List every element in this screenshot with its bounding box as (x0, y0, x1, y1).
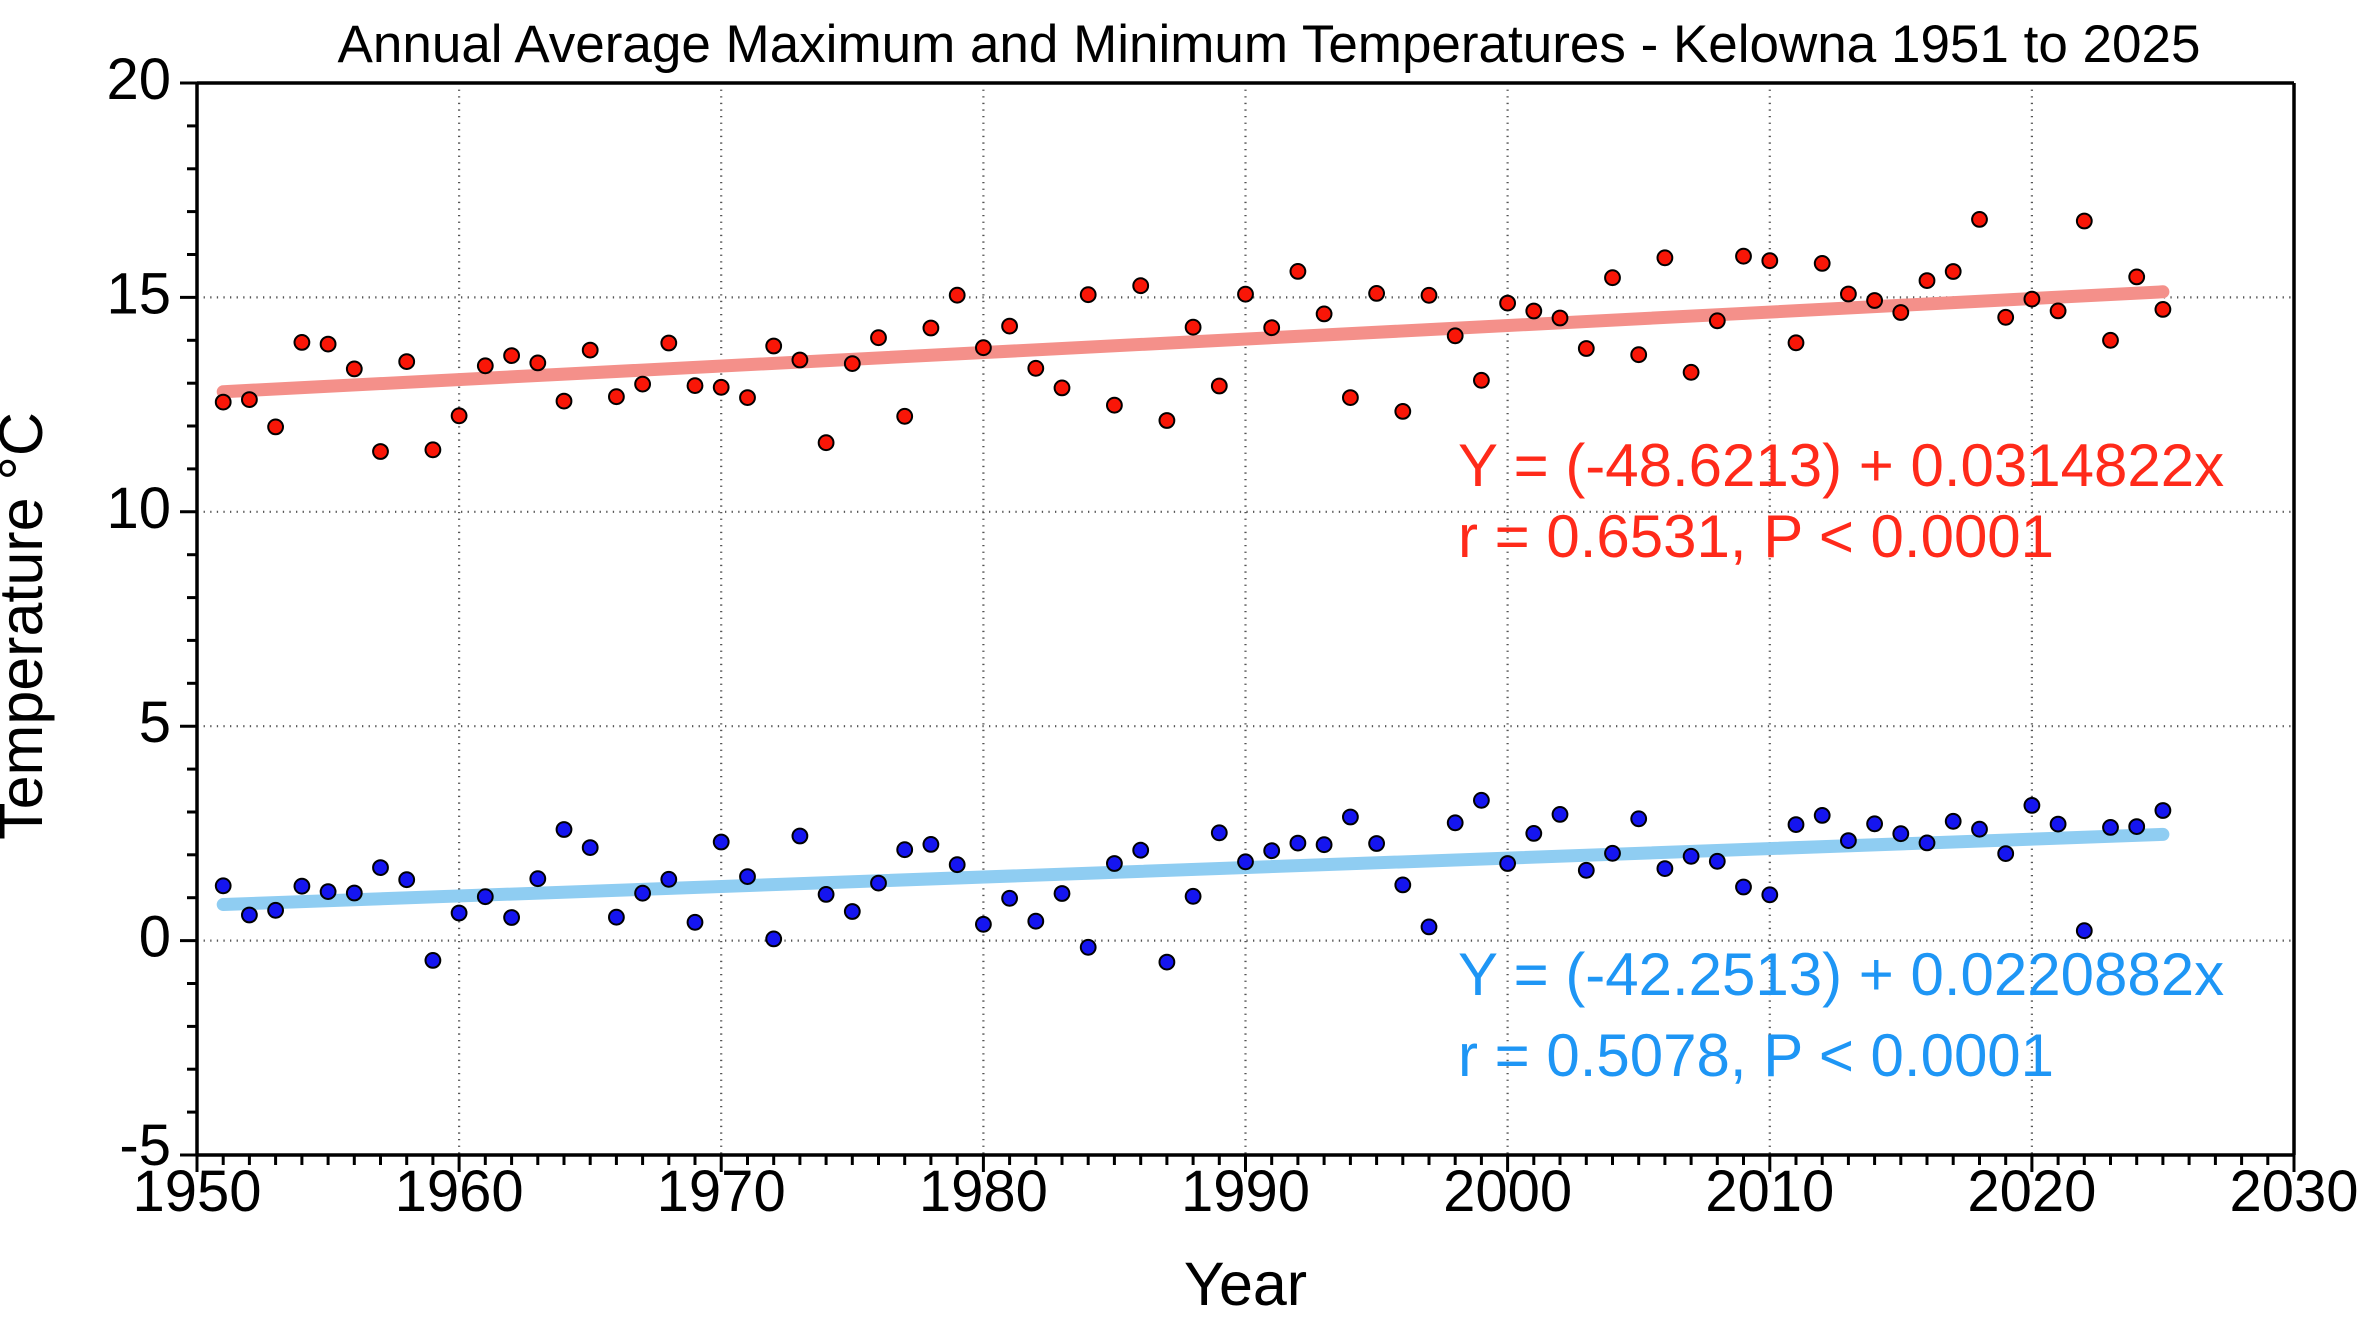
svg-text:2030: 2030 (2229, 1159, 2358, 1224)
svg-text:2000: 2000 (1443, 1159, 1572, 1224)
svg-text:Temperature °C: Temperature °C (0, 412, 55, 840)
svg-text:Annual Average Maximum and Min: Annual Average Maximum and Minimum Tempe… (338, 15, 2201, 74)
svg-text:20: 20 (106, 47, 171, 112)
svg-text:1980: 1980 (919, 1159, 1048, 1224)
svg-text:10: 10 (106, 476, 171, 541)
svg-text:5: 5 (139, 690, 171, 755)
svg-text:Y = (-42.2513) + 0.0220882x: Y = (-42.2513) + 0.0220882x (1458, 941, 2224, 1008)
svg-text:0: 0 (139, 905, 171, 970)
svg-text:15: 15 (106, 261, 171, 326)
svg-text:2020: 2020 (1967, 1159, 2096, 1224)
svg-text:r = 0.6531, P < 0.0001: r = 0.6531, P < 0.0001 (1458, 503, 2054, 570)
svg-text:r = 0.5078, P < 0.0001: r = 0.5078, P < 0.0001 (1458, 1022, 2054, 1089)
svg-text:2010: 2010 (1705, 1159, 1834, 1224)
svg-text:1950: 1950 (132, 1159, 261, 1224)
svg-text:1990: 1990 (1181, 1159, 1310, 1224)
svg-text:Year: Year (1184, 1250, 1307, 1318)
svg-text:1970: 1970 (657, 1159, 786, 1224)
svg-text:Y = (-48.6213) + 0.0314822x: Y = (-48.6213) + 0.0314822x (1458, 432, 2224, 499)
svg-text:1960: 1960 (395, 1159, 524, 1224)
